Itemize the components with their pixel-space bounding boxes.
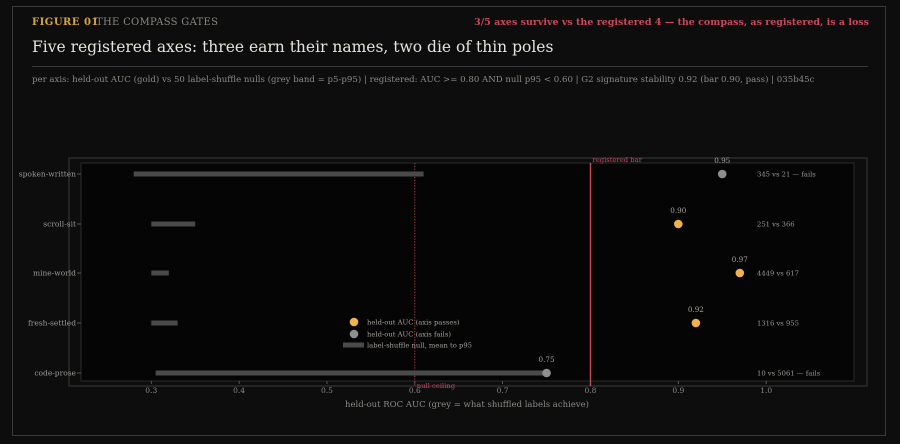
x-tick-label-5: 0.8 [585,386,597,395]
auc-value-label-fresh-settled: 0.92 [688,305,704,314]
x-tick-label-3: 0.6 [409,386,421,395]
reference-line-label-1: null ceiling [417,382,456,390]
null-band-code-prose [155,370,547,376]
auc-dots: 0.95 0.90 0.97 0.92 0.75 [539,156,748,378]
legend-swatch-band [343,342,364,348]
auc-value-label-spoken-written: 0.95 [714,156,730,165]
category-label-spoken-written: spoken-written [19,170,76,179]
category-labels: spoken-written scroll-sit mine-world fresh-… [19,170,81,378]
chart-title: Five registered axes: three earn their n… [32,38,554,56]
x-tick-label-4: 0.7 [497,386,509,395]
x-tick-label-7: 1.0 [760,386,772,395]
figure-frame [12,6,886,436]
category-label-code-prose: code-prose [34,369,76,378]
null-band-scroll-sit [151,221,196,227]
null-band-fresh-settled [151,320,178,326]
axis-note-code-prose: 10 vs 5061 — fails [757,370,821,378]
null-bands [133,171,547,376]
x-tick-label-2: 0.5 [321,386,333,395]
x-tick-label-1: 0.4 [233,386,245,395]
legend: held-out AUC (axis passes) held-out AUC (… [343,317,472,350]
auc-dot-code-prose [542,368,551,378]
null-band-mine-world [151,270,169,276]
category-label-fresh-settled: fresh-settled [28,319,76,328]
null-band-spoken-written [133,171,424,177]
x-tick-label-0: 0.3 [145,386,157,395]
legend-label-2: label-shuffle null, mean to p95 [367,342,472,350]
axis-note-scroll-sit: 251 vs 366 [757,221,795,229]
auc-value-label-code-prose: 0.75 [539,355,555,364]
x-tick-label-6: 0.9 [672,386,684,395]
legend-label-1: held-out AUC (axis fails) [367,331,451,339]
x-axis-title: held-out ROC AUC (grey = what shuffled l… [345,399,589,410]
reference-lines: registered bar null ceiling [414,156,643,390]
verdict-text: 3/5 axes survive vs the registered 4 — t… [474,17,869,28]
auc-value-label-scroll-sit: 0.90 [670,206,686,215]
legend-swatch-fail-dot [349,329,359,339]
header-divider [32,66,868,67]
auc-dot-mine-world [735,268,745,278]
axis-note-fresh-settled: 1316 vs 955 [757,320,799,328]
figure-label: FIGURE 01 [32,17,99,28]
chart-caption: per axis: held-out AUC (gold) vs 50 labe… [32,75,815,85]
legend-label-0: held-out AUC (axis passes) [367,319,460,327]
outer-plot-frame [68,157,868,387]
auc-dot-fresh-settled [691,318,701,328]
reference-line-label-0: registered bar [592,156,642,164]
axis-note-spoken-written: 345 vs 21 — fails [757,171,816,179]
category-label-mine-world: mine-world [33,269,76,278]
auc-value-label-mine-world: 0.97 [732,255,748,264]
legend-swatch-pass-dot [349,317,359,327]
auc-dot-scroll-sit [674,219,683,229]
axis-note-mine-world: 4449 vs 617 [757,270,799,278]
x-axis: 0.3 0.4 0.5 0.6 0.7 0.8 0.9 1.0 [145,381,772,395]
category-label-scroll-sit: scroll-sit [43,220,76,229]
side-notes: 345 vs 21 — fails 251 vs 366 4449 vs 617 13… [757,171,821,378]
plot-area [80,162,855,382]
auc-dot-spoken-written [717,169,727,179]
figure-subtitle: THE COMPASS GATES [96,17,219,28]
